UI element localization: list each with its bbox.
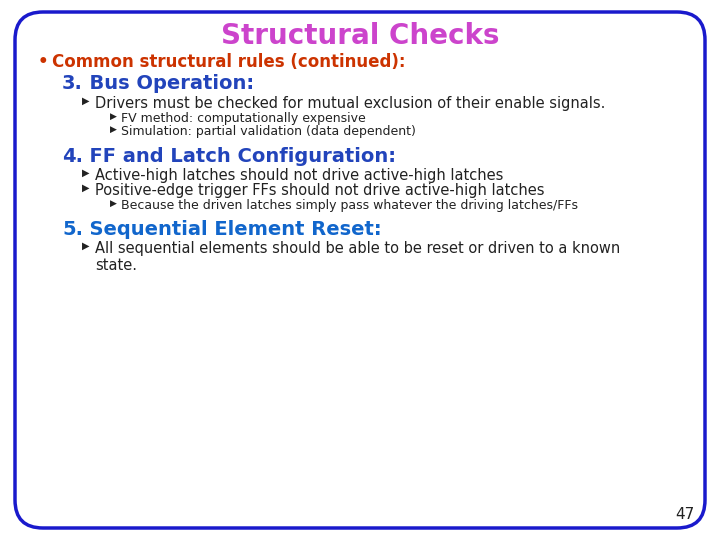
- Text: FF and Latch Configuration:: FF and Latch Configuration:: [76, 147, 396, 166]
- Text: 4.: 4.: [62, 147, 83, 166]
- Text: ▶: ▶: [82, 183, 89, 193]
- Text: Bus Operation:: Bus Operation:: [76, 74, 254, 93]
- Text: ▶: ▶: [110, 125, 117, 134]
- Text: Because the driven latches simply pass whatever the driving latches/FFs: Because the driven latches simply pass w…: [121, 199, 578, 212]
- Text: ▶: ▶: [110, 199, 117, 208]
- Text: •: •: [38, 53, 49, 71]
- Text: Drivers must be checked for mutual exclusion of their enable signals.: Drivers must be checked for mutual exclu…: [95, 96, 606, 111]
- Text: Common structural rules (continued):: Common structural rules (continued):: [52, 53, 405, 71]
- Text: Sequential Element Reset:: Sequential Element Reset:: [76, 220, 382, 239]
- Text: Simulation: partial validation (data dependent): Simulation: partial validation (data dep…: [121, 125, 416, 138]
- Text: ▶: ▶: [110, 112, 117, 121]
- Text: ▶: ▶: [82, 241, 89, 251]
- Text: 3.: 3.: [62, 74, 83, 93]
- Text: Positive-edge trigger FFs should not drive active-high latches: Positive-edge trigger FFs should not dri…: [95, 183, 544, 198]
- Text: Structural Checks: Structural Checks: [221, 22, 499, 50]
- Text: Active-high latches should not drive active-high latches: Active-high latches should not drive act…: [95, 168, 503, 183]
- Text: 5.: 5.: [62, 220, 83, 239]
- Text: ▶: ▶: [82, 168, 89, 178]
- Text: All sequential elements should be able to be reset or driven to a known
state.: All sequential elements should be able t…: [95, 241, 620, 273]
- Text: FV method: computationally expensive: FV method: computationally expensive: [121, 112, 366, 125]
- FancyBboxPatch shape: [15, 12, 705, 528]
- Text: ▶: ▶: [82, 96, 89, 106]
- Text: 47: 47: [676, 507, 695, 522]
